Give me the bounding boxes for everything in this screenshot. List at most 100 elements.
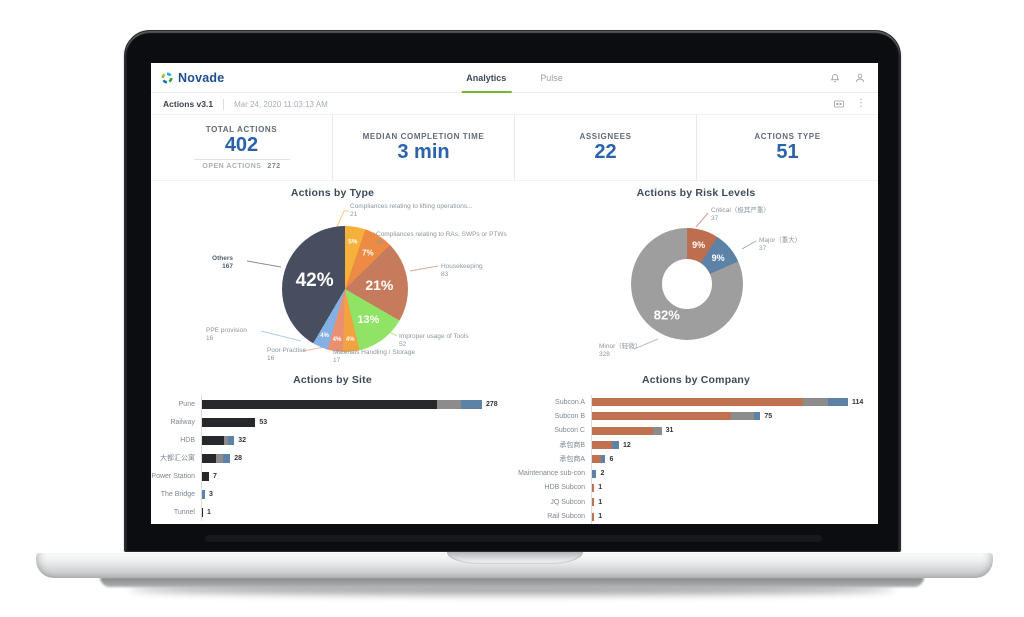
- bar-segment: [202, 489, 206, 499]
- bar-label: Railway: [170, 418, 195, 426]
- bar-segment: [592, 398, 804, 407]
- bar-segment: [223, 453, 231, 463]
- bar-track: 7: [201, 467, 514, 485]
- bar-row: 承包商A 6: [514, 452, 878, 467]
- brand[interactable]: Novade: [161, 63, 224, 93]
- kpi-label: MEDIAN COMPLETION TIME: [362, 131, 485, 141]
- novade-logo-icon: [161, 72, 173, 84]
- laptop-bezel: Novade Analytics Pulse: [124, 30, 901, 552]
- actions-by-risk-levels-chart: Actions by Risk Levels 9% 9% 82% Critical（极…: [514, 181, 878, 371]
- app-window: Novade Analytics Pulse: [151, 63, 878, 524]
- bar-label: Subcon B: [554, 412, 585, 420]
- bar-value: 31: [665, 427, 674, 435]
- bar-track: 2: [591, 466, 878, 481]
- kpi-value: 402: [224, 134, 259, 156]
- bar-row: Subcon C 31: [514, 423, 878, 438]
- stacked-bar[interactable]: [592, 469, 597, 478]
- bar-segment: [652, 426, 662, 435]
- toolbar-actions: ⋮: [833, 93, 866, 115]
- donut-hole: [661, 258, 713, 310]
- chart-title: Actions by Type: [290, 187, 375, 199]
- bar-value: 75: [764, 412, 773, 420]
- kpi-value: 22: [594, 140, 617, 163]
- bar-row: Subcon A 114: [514, 395, 878, 410]
- bar-rows: Pune 278 Railway 53 HDB 32 大都汇公寓 28 Power Statio…: [151, 395, 514, 521]
- bar-row: HDB 32: [151, 431, 514, 449]
- tab-analytics[interactable]: Analytics: [461, 63, 512, 93]
- bar-label: HDB Subcon: [544, 484, 585, 492]
- actions-by-type-chart: Actions by Type 5% 7% 21% 13% 4% 4% 4% 42% Compl…: [151, 181, 514, 371]
- kpi-label: ASSIGNEES: [579, 131, 632, 141]
- kpi-median-completion-time: MEDIAN COMPLETION TIME 3 min: [332, 115, 514, 180]
- bar-segment: [731, 412, 754, 421]
- bar-track: 31: [591, 423, 878, 438]
- bar-label: The Bridge: [160, 490, 195, 498]
- header-icons: [829, 63, 866, 93]
- laptop-base: [36, 552, 993, 578]
- stacked-bar[interactable]: [592, 441, 619, 450]
- bar-value: 278: [485, 400, 498, 408]
- bar-value: 1: [598, 498, 603, 506]
- stacked-bar[interactable]: [592, 412, 761, 421]
- stacked-bar[interactable]: [202, 507, 203, 517]
- user-icon[interactable]: [854, 72, 866, 84]
- tab-pulse[interactable]: Pulse: [540, 73, 563, 83]
- laptop-underside: [100, 577, 924, 587]
- bar-label: Tunnel: [173, 508, 195, 516]
- pie-body[interactable]: [282, 226, 408, 352]
- bar-segment: [592, 512, 595, 521]
- kebab-menu-icon[interactable]: ⋮: [856, 98, 866, 109]
- bar-segment: [753, 412, 761, 421]
- bar-row: The Bridge 3: [151, 485, 514, 503]
- bar-label: Pune: [178, 400, 195, 408]
- stacked-bar[interactable]: [202, 489, 206, 499]
- stacked-bar[interactable]: [592, 426, 662, 435]
- bell-icon[interactable]: [829, 72, 841, 84]
- slice-label: Compliances relating to lifting operatio…: [350, 203, 473, 219]
- kpi-actions-type: ACTIONS TYPE 51: [696, 115, 878, 180]
- bar-track: 1: [201, 503, 514, 521]
- bar-segment: [592, 483, 595, 492]
- stacked-bar[interactable]: [592, 512, 595, 521]
- bar-value: 28: [234, 454, 242, 462]
- bar-track: 12: [591, 437, 878, 453]
- stacked-bar[interactable]: [202, 417, 256, 427]
- bar-segment: [592, 455, 601, 464]
- display-icon[interactable]: [833, 98, 845, 110]
- kpi-open-actions: OPEN ACTIONS 272: [193, 159, 290, 170]
- stacked-bar[interactable]: [592, 483, 595, 492]
- stacked-bar[interactable]: [592, 398, 848, 407]
- bar-value: 114: [851, 398, 864, 406]
- bar-track: 1: [591, 509, 878, 524]
- report-title: Actions v3.1: [163, 99, 214, 109]
- slice-label: Improper usage of Tools 52: [399, 333, 469, 349]
- bar-label: 承包商A: [559, 456, 585, 464]
- stacked-bar[interactable]: [202, 453, 231, 463]
- bar-segment: [827, 398, 848, 407]
- bar-segment: [436, 399, 461, 409]
- bar-value: 1: [207, 508, 211, 516]
- bar-label: JQ Subcon: [550, 498, 585, 506]
- stacked-bar[interactable]: [202, 435, 235, 445]
- bar-row: Subcon B 75: [514, 409, 878, 424]
- brand-name: Novade: [178, 71, 225, 85]
- stacked-bar[interactable]: [592, 498, 595, 507]
- bar-rows: Subcon A 114 Subcon B 75 Subcon C 31 承包商B 12 承包商…: [514, 395, 878, 524]
- stacked-bar[interactable]: [202, 399, 482, 409]
- bar-segment: [202, 507, 203, 517]
- slice-label: Housekeeping 83: [441, 263, 483, 279]
- bar-track: 1: [591, 495, 878, 510]
- bar-row: Maintenance sub-con 2: [514, 466, 878, 481]
- bar-segment: [592, 441, 613, 450]
- bar-label: Rail Subcon: [547, 513, 585, 521]
- stacked-bar[interactable]: [592, 455, 606, 464]
- kpi-row: TOTAL ACTIONS 402 OPEN ACTIONS 272 MEDIA…: [151, 115, 878, 181]
- slice-label: Compliances relating to RAs, SWPs or PTW…: [376, 231, 507, 247]
- chart-title: Actions by Company: [641, 374, 751, 386]
- kpi-value: 51: [776, 140, 799, 163]
- bar-segment: [600, 455, 606, 464]
- bar-label: Subcon C: [554, 427, 585, 435]
- slice-label: PPE provision 16: [206, 327, 247, 343]
- stacked-bar[interactable]: [202, 471, 210, 481]
- bar-segment: [592, 426, 653, 435]
